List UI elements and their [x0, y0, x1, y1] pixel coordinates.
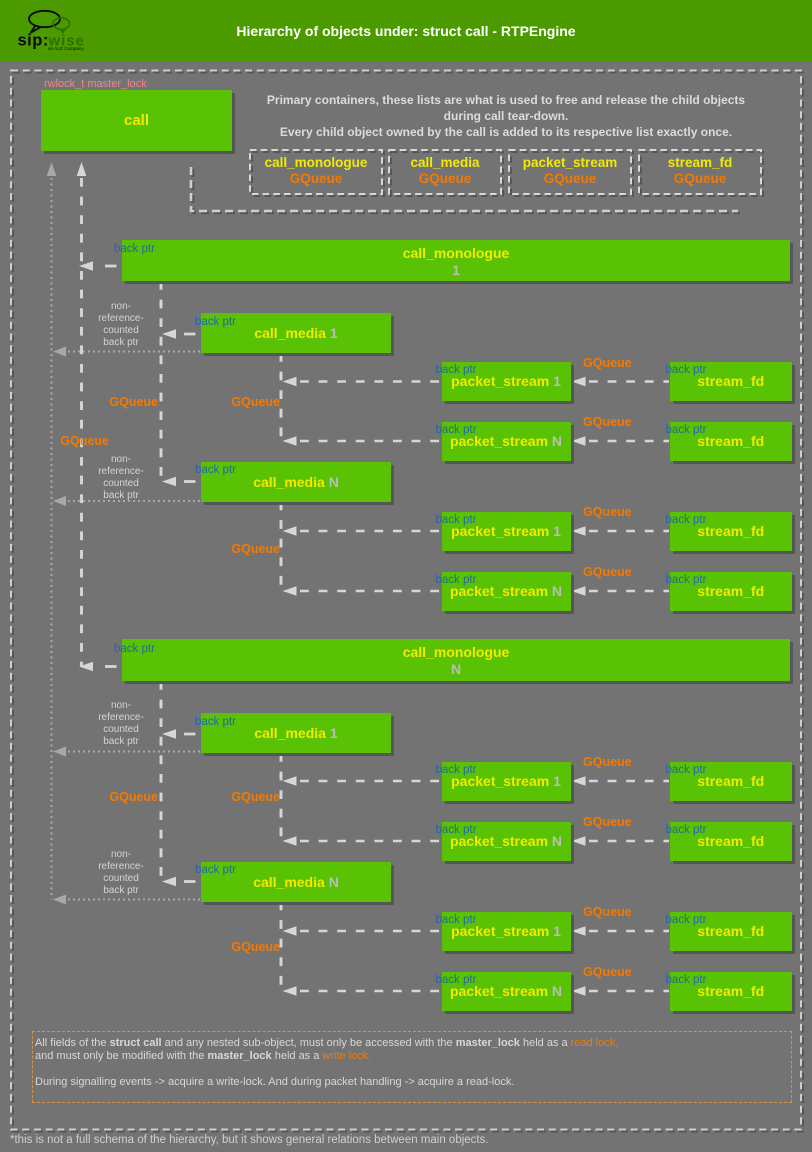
svg-text:sip:: sip:: [18, 32, 49, 50]
svg-text:wise: wise: [48, 33, 86, 50]
svg-text:an ALE Company: an ALE Company: [48, 46, 84, 51]
